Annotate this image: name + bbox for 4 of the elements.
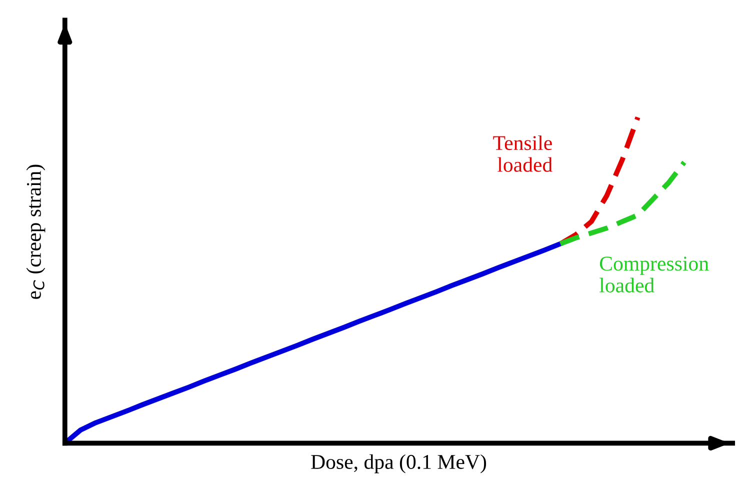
series-label: Compression loaded [600,256,709,292]
x-axis-title: Dose, dpa (0.1 MeV) [311,454,486,474]
y-axis-title: e$_{C}$ (creep strain) [26,164,46,299]
text: Tensile loaded [493,135,552,172]
